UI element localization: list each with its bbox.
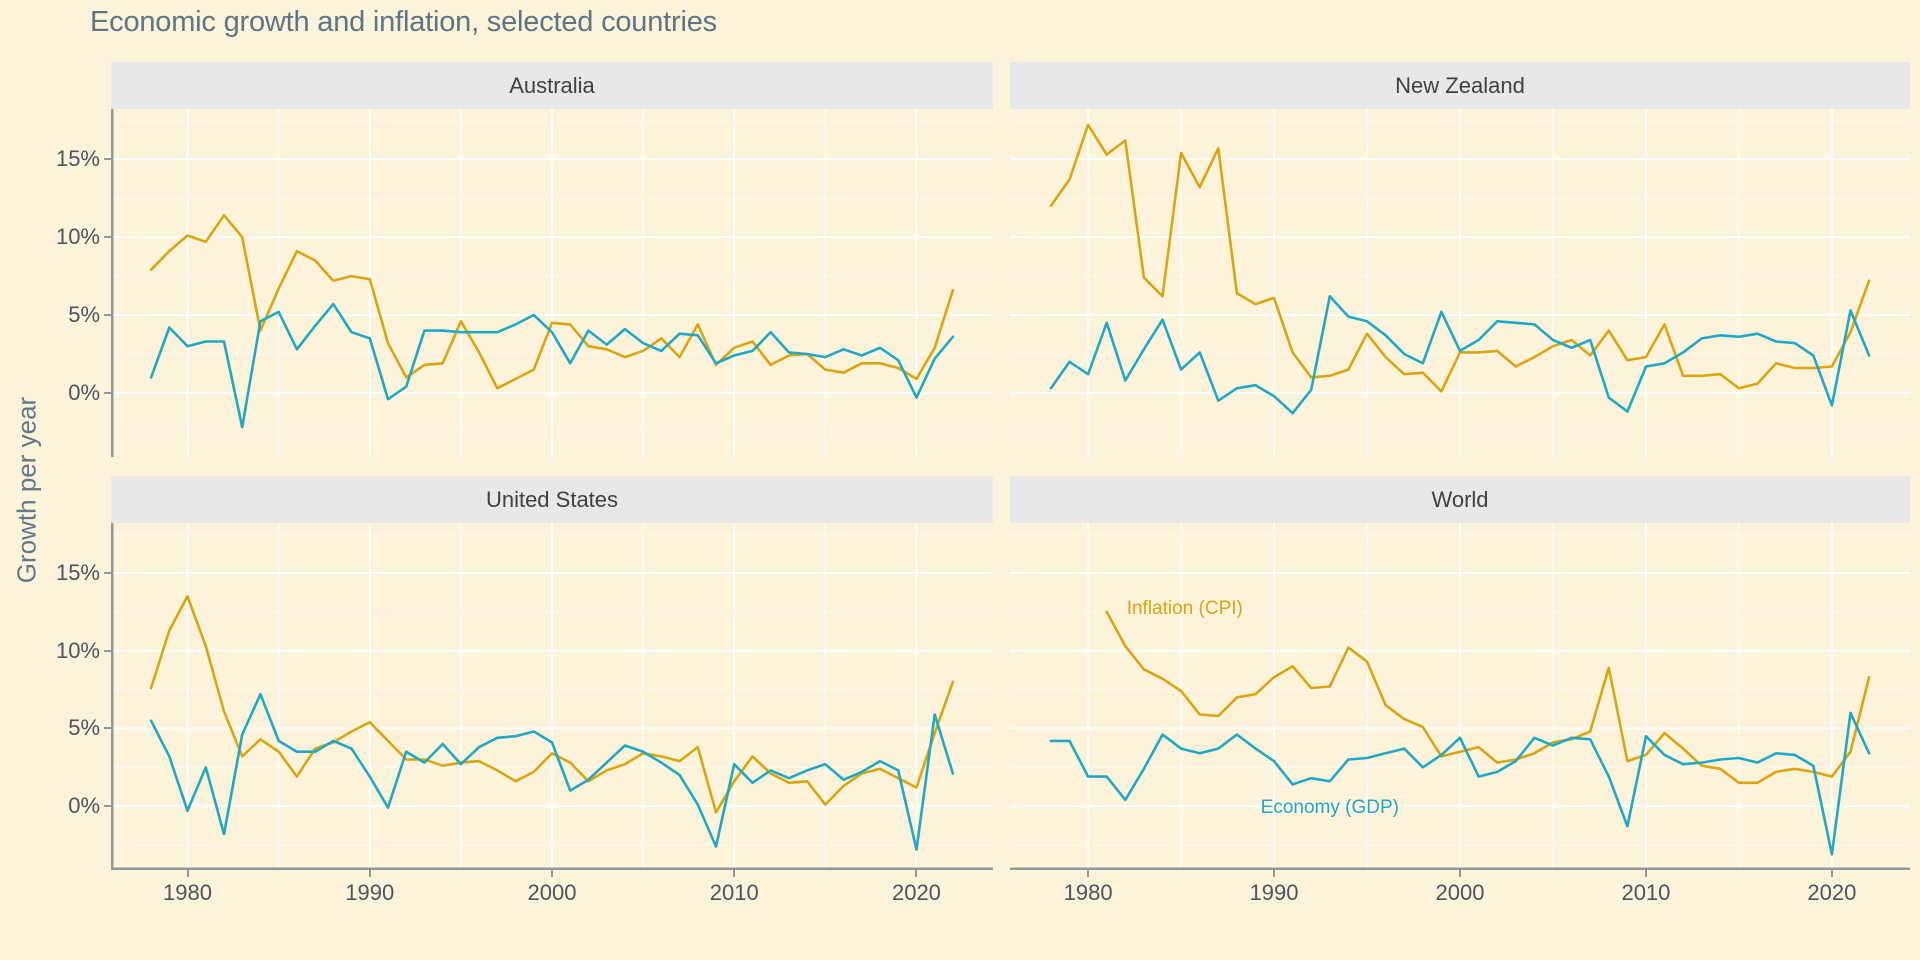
- y-tick-label: 10%: [55, 637, 100, 663]
- y-tick-mark: [104, 805, 111, 808]
- facet-panel-united-states: United States: [111, 476, 993, 870]
- facet-strip-world: World: [1010, 476, 1910, 523]
- facet-plot-new-zealand: [1010, 109, 1910, 457]
- x-tick-label: 2010: [709, 880, 759, 905]
- x-tick-mark: [551, 870, 553, 877]
- x-tick-mark: [1644, 870, 1647, 877]
- facet-title: United States: [485, 487, 619, 512]
- y-tick-mark: [104, 314, 111, 317]
- series-label-gdp: Economy (GDP): [1261, 797, 1399, 818]
- y-tick-mark: [104, 158, 111, 161]
- inflation-line: [149, 595, 955, 814]
- y-tick-label: 5%: [68, 302, 100, 328]
- x-tick-label: 2000: [1435, 880, 1485, 905]
- inflation-line: [149, 214, 955, 390]
- y-tick-label: 0%: [68, 793, 100, 819]
- x-tick-mark: [368, 870, 371, 877]
- x-tick-mark: [915, 870, 918, 877]
- facet-panel-world: World Inflation (CPI) Economy (GDP): [1010, 476, 1910, 870]
- facet-strip-australia: Australia: [111, 62, 993, 109]
- gdp-line: [149, 692, 955, 851]
- facet-title: New Zealand: [1395, 73, 1525, 98]
- x-tick-label: 2010: [1621, 880, 1671, 905]
- y-tick-label: 15%: [55, 146, 100, 172]
- x-tick-label: 1980: [1063, 880, 1113, 905]
- y-tick-mark: [104, 572, 111, 575]
- y-tick-mark: [104, 236, 111, 239]
- x-tick-mark: [1087, 870, 1090, 877]
- y-tick-label: 10%: [55, 224, 100, 250]
- y-tick-label: 15%: [55, 560, 100, 586]
- chart-title: Economic growth and inflation, selected …: [90, 6, 717, 38]
- y-tick-label: 5%: [68, 715, 100, 741]
- inflation-line: [1105, 610, 1871, 785]
- y-tick-mark: [104, 649, 111, 652]
- y-tick-mark: [104, 727, 111, 730]
- x-tick-label: 2000: [527, 880, 577, 905]
- gdp-line: [1049, 711, 1871, 856]
- facet-plot-world: Inflation (CPI) Economy (GDP): [1010, 523, 1910, 870]
- facet-strip-united-states: United States: [111, 476, 993, 523]
- facet-panel-new-zealand: New Zealand: [1010, 62, 1910, 457]
- facet-plot-australia: [111, 109, 993, 457]
- y-tick-label: 0%: [68, 379, 100, 405]
- y-axis-title: Growth per year: [11, 396, 42, 584]
- x-tick-mark: [1273, 870, 1276, 877]
- x-tick-label: 1980: [163, 880, 212, 905]
- facet-strip-new-zealand: New Zealand: [1010, 62, 1910, 109]
- series-label-inflation: Inflation (CPI): [1127, 598, 1243, 619]
- facet-title: World: [1431, 487, 1489, 512]
- x-tick-mark: [186, 870, 189, 877]
- facet-plot-united-states: [111, 523, 993, 870]
- x-tick-label: 1990: [345, 880, 395, 905]
- x-tick-label: 2020: [1807, 880, 1857, 905]
- y-tick-mark: [104, 391, 111, 394]
- x-tick-mark: [1830, 870, 1833, 877]
- gdp-line: [1049, 295, 1871, 415]
- facet-title: Australia: [509, 73, 595, 98]
- x-tick-label: 2020: [891, 880, 941, 905]
- x-tick-mark: [1459, 870, 1461, 877]
- x-tick-label: 1990: [1249, 880, 1299, 905]
- inflation-line: [1049, 123, 1871, 393]
- facet-panel-australia: Australia: [111, 62, 993, 457]
- x-tick-mark: [733, 870, 736, 877]
- gdp-line: [149, 302, 955, 429]
